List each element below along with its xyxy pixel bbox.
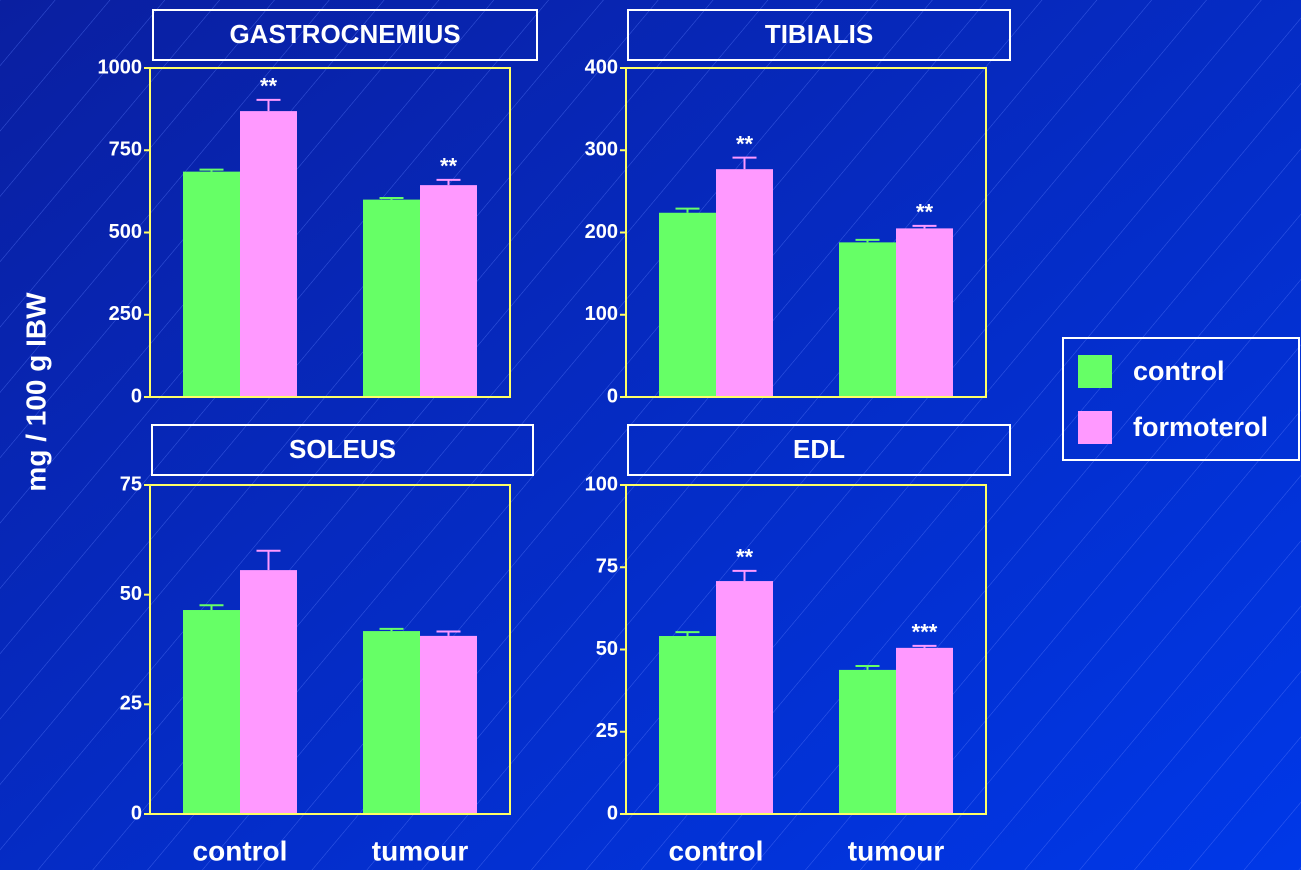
significance-label: ** [736,131,754,156]
error-bar [199,168,224,172]
error-bar [199,604,224,611]
x-tick-label: tumour [372,835,469,866]
error-bar [912,644,937,648]
legend-swatch [1078,411,1112,444]
title-box [152,9,538,61]
bar [839,669,896,814]
bar [896,647,953,814]
x-tick-label: control [669,835,764,866]
y-tick-label: 400 [585,56,618,78]
panel-title: GASTROCNEMIUS [229,19,460,49]
panel-title: TIBIALIS [765,19,873,49]
y-tick-label: 100 [585,303,618,325]
bar [839,242,896,397]
plot-frame [625,67,987,398]
plot-frame [149,484,511,815]
bar [716,169,773,397]
error-bar [379,627,404,632]
bar [363,199,420,397]
y-tick-label: 25 [596,720,618,742]
significance-label: ** [440,154,458,179]
y-tick-label: 50 [596,638,618,660]
y-tick-label: 0 [607,385,618,407]
legend-label: control [1133,356,1225,386]
panel-title: SOLEUS [289,434,396,464]
bar [659,636,716,814]
y-tick-label: 100 [585,473,618,495]
error-bar [675,207,700,213]
significance-label: ** [260,74,278,99]
legend-label: formoterol [1133,412,1268,442]
bar [896,228,953,397]
error-bar [855,664,880,670]
bar [183,610,240,814]
bar [183,171,240,397]
y-tick-label: 75 [120,473,142,495]
bar [659,212,716,397]
y-axis-label: mg / 100 g IBW [20,292,51,492]
plot-frame [149,67,511,398]
y-tick-label: 300 [585,139,618,161]
y-tick-label: 250 [109,303,142,325]
error-bar [732,569,757,582]
x-tick-label: control [193,835,288,866]
error-bar [256,98,281,112]
y-tick-label: 75 [596,556,618,578]
bar [716,581,773,814]
significance-label: *** [912,620,938,645]
y-tick-label: 1000 [98,56,143,78]
panel-title: EDL [793,434,845,464]
title-box [627,424,1011,476]
error-bar [256,549,281,571]
error-bar [436,178,461,186]
bar [420,185,477,397]
significance-label: ** [736,545,754,570]
bar [420,635,477,814]
error-bar [379,196,404,200]
x-tick-label: tumour [848,835,945,866]
bar [240,570,297,814]
error-bar [855,238,880,243]
plot-frame [625,484,987,815]
significance-label: ** [916,200,934,225]
error-bar [732,156,757,170]
legend-box [1062,337,1300,461]
y-tick-label: 750 [109,139,142,161]
error-bar [912,224,937,229]
error-bar [675,631,700,637]
y-tick-label: 0 [131,802,142,824]
y-tick-label: 500 [109,221,142,243]
y-tick-label: 25 [120,693,142,715]
y-tick-label: 200 [585,221,618,243]
error-bar [436,630,461,636]
y-tick-label: 0 [131,385,142,407]
title-box [151,424,534,476]
y-tick-label: 50 [120,583,142,605]
legend-swatch [1078,355,1112,388]
bar [240,111,297,397]
title-box [627,9,1011,61]
bar [363,631,420,814]
y-tick-label: 0 [607,802,618,824]
